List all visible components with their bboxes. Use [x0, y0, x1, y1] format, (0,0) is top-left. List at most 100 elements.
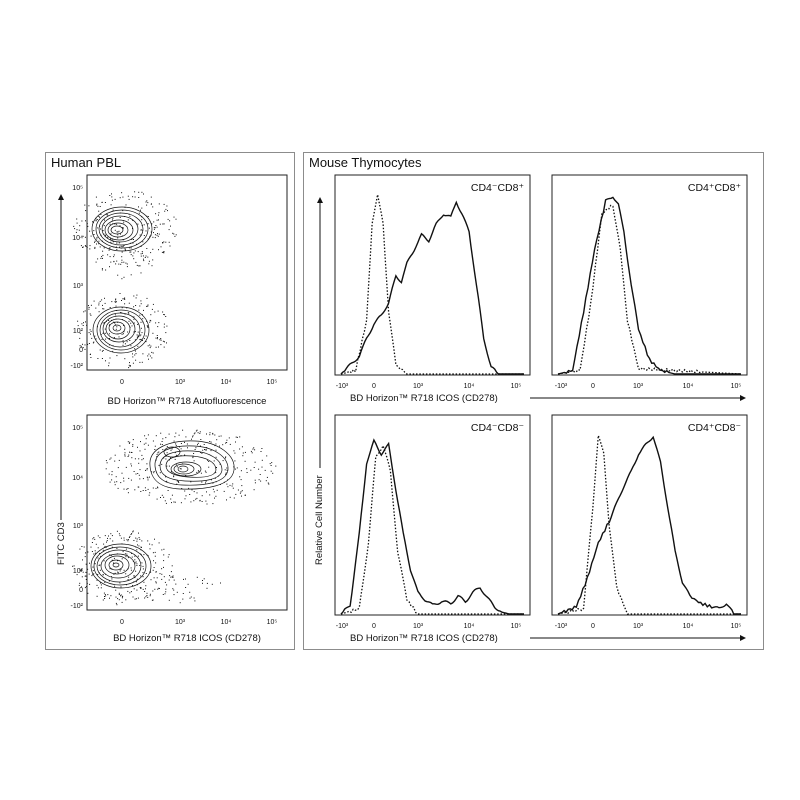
event-dot [119, 197, 121, 199]
event-dot [206, 449, 207, 451]
event-dot [122, 245, 124, 247]
event-dot [150, 252, 152, 254]
event-dot [142, 588, 144, 590]
event-dot [136, 563, 138, 565]
event-dot [97, 587, 99, 589]
event-dot [99, 537, 101, 539]
event-dot [254, 449, 256, 451]
event-dot [111, 559, 113, 561]
event-dot [236, 467, 238, 469]
event-dot [160, 338, 162, 339]
event-dot [97, 205, 99, 207]
event-dot [175, 443, 177, 445]
event-dot [126, 539, 128, 541]
event-dot [147, 238, 149, 240]
event-dot [114, 301, 116, 303]
event-dot [236, 436, 238, 438]
event-dot [134, 196, 136, 198]
event-dot [146, 595, 148, 596]
event-dot [118, 592, 120, 594]
event-dot [86, 575, 88, 577]
event-dot [85, 552, 86, 554]
event-dot [195, 498, 197, 500]
event-dot [78, 584, 80, 586]
event-dot [138, 212, 140, 214]
event-dot [125, 599, 127, 601]
event-dot [170, 449, 172, 451]
event-dot [146, 463, 148, 465]
event-dot [159, 223, 161, 225]
event-dot [96, 579, 98, 581]
event-dot [109, 597, 110, 599]
event-dot [169, 220, 171, 222]
event-dot [124, 448, 126, 450]
event-dot [141, 361, 143, 363]
event-dot [141, 540, 143, 542]
event-dot [198, 470, 200, 472]
event-dot [116, 604, 118, 606]
event-dot [84, 348, 86, 350]
event-dot [196, 576, 198, 578]
event-dot [147, 216, 149, 217]
event-dot [179, 468, 181, 470]
event-dot [165, 458, 167, 460]
event-dot [129, 365, 131, 367]
event-dot [225, 442, 227, 444]
x-tick-label: 10³ [633, 383, 644, 390]
contours-bottom-population [90, 543, 152, 589]
event-dot [153, 560, 154, 562]
event-dot [89, 329, 91, 331]
event-dot [124, 303, 126, 305]
event-dot [107, 236, 109, 238]
event-dot [104, 332, 106, 334]
event-dot [242, 455, 244, 457]
event-dot [253, 447, 255, 449]
event-dot [147, 326, 149, 328]
event-dot [82, 325, 84, 326]
event-dot [105, 460, 107, 462]
event-dot [152, 206, 154, 208]
event-dot [121, 192, 123, 194]
event-dot [215, 456, 217, 458]
event-dot [142, 255, 144, 257]
event-dot [109, 223, 111, 225]
event-dot [203, 444, 205, 445]
event-dot [165, 502, 167, 504]
event-dot [170, 471, 172, 473]
event-dot [226, 439, 228, 441]
event-dot [81, 546, 83, 547]
event-dot [134, 598, 136, 600]
event-dot [212, 488, 214, 490]
event-dot [130, 567, 132, 569]
event-dot [94, 552, 96, 554]
event-dot [178, 434, 180, 436]
event-dot [104, 598, 106, 599]
event-dot [149, 355, 151, 357]
event-dot [80, 569, 82, 571]
event-dot [117, 598, 119, 600]
event-dot [104, 581, 106, 583]
icos-stained-curve [557, 196, 741, 375]
event-dot [157, 235, 159, 237]
event-dot [122, 333, 124, 335]
event-dot [104, 302, 106, 304]
event-dot [146, 468, 148, 469]
event-dot [111, 576, 113, 578]
event-dot [155, 346, 157, 348]
event-dot [112, 241, 114, 243]
event-dot [180, 468, 182, 470]
event-dot [117, 467, 119, 469]
mouse-thymocytes-title: Mouse Thymocytes [309, 155, 422, 170]
event-dot [108, 580, 110, 582]
event-dot [158, 219, 159, 221]
event-dot [159, 573, 161, 575]
event-dot [166, 205, 168, 207]
event-dot [104, 535, 106, 537]
event-dot [91, 337, 93, 339]
event-dot [94, 246, 96, 248]
event-dot [239, 448, 241, 450]
unstained-control-curve [340, 443, 524, 615]
event-dot [92, 342, 94, 344]
event-dot [113, 562, 115, 564]
event-dot [111, 474, 113, 476]
